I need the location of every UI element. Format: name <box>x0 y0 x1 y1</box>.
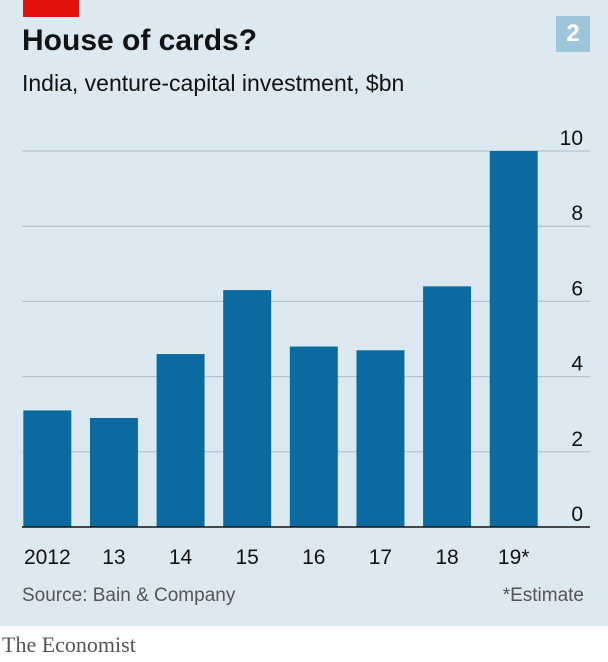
x-tick-label: 18 <box>435 546 458 569</box>
x-tick-label: 2012 <box>24 546 71 569</box>
bar <box>289 346 338 527</box>
x-tick-label: 16 <box>302 546 325 569</box>
bar <box>423 286 472 527</box>
y-tick-label: 6 <box>571 277 583 300</box>
y-tick-label: 0 <box>571 503 583 526</box>
x-tick-label: 19* <box>498 546 530 569</box>
estimate-footnote: *Estimate <box>502 585 584 606</box>
bar <box>156 354 205 527</box>
x-tick-label: 13 <box>102 546 125 569</box>
bar <box>223 290 272 527</box>
y-tick-label: 10 <box>560 127 583 150</box>
bar <box>89 417 138 527</box>
bar <box>356 350 405 527</box>
bar-chart: 0 2 4 6 8 10 2012 13 14 15 16 17 18 19* <box>22 127 590 569</box>
bar <box>489 151 538 527</box>
chart-subtitle: India, venture-capital investment, $bn <box>22 70 405 96</box>
y-tick-label: 4 <box>571 353 583 376</box>
publisher-logo: The Economist <box>2 632 136 657</box>
y-tick-label: 8 <box>571 202 583 225</box>
brand-red-tag <box>23 0 79 17</box>
chart-number-badge: 2 <box>556 16 590 52</box>
x-tick-label: 17 <box>369 546 392 569</box>
x-tick-label: 15 <box>236 546 259 569</box>
chart-title: House of cards? <box>22 24 258 57</box>
source-note: Source: Bain & Company <box>22 585 236 606</box>
y-tick-label: 2 <box>571 428 583 451</box>
x-tick-label: 14 <box>169 546 193 569</box>
bar <box>23 410 72 527</box>
